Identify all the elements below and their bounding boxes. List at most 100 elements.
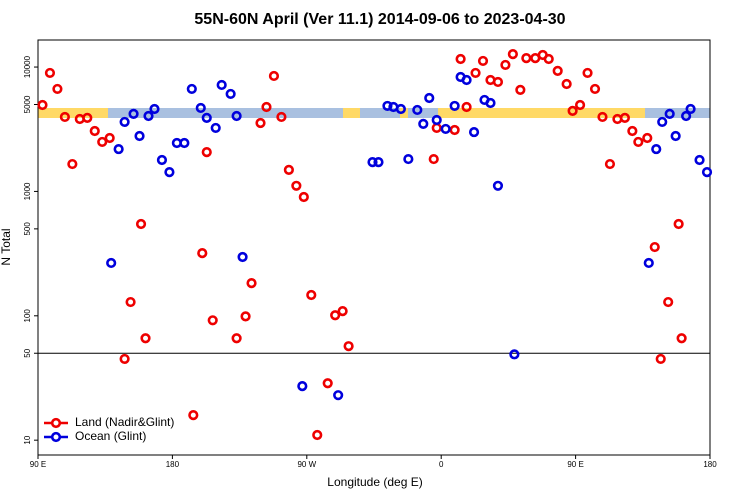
point (306, 289, 317, 301)
point (455, 53, 466, 65)
point (312, 429, 323, 441)
point (643, 257, 654, 269)
legend-label: Land (Nadir&Glint) (75, 415, 174, 429)
y-tick-label: 5000 (23, 95, 32, 113)
point (231, 110, 242, 122)
point (330, 310, 341, 321)
point (655, 353, 666, 365)
point (670, 130, 681, 142)
point (431, 122, 442, 134)
point (197, 248, 208, 259)
point (521, 53, 532, 64)
point (449, 124, 460, 136)
point (468, 126, 480, 138)
point (694, 154, 705, 166)
point (627, 125, 638, 137)
point (134, 130, 145, 142)
point (128, 108, 139, 120)
point (125, 296, 136, 308)
legend-marker (50, 431, 62, 443)
x-tick-label: 90 E (30, 460, 46, 469)
point (552, 65, 563, 77)
point (322, 378, 333, 389)
point (543, 53, 554, 65)
point (195, 102, 206, 114)
point (651, 143, 662, 155)
point (582, 67, 593, 79)
point (492, 180, 504, 191)
point (664, 108, 675, 120)
point (597, 111, 608, 123)
point (37, 99, 48, 111)
point (207, 315, 218, 326)
point (449, 100, 460, 112)
point (261, 101, 272, 113)
x-tick-label: 90 E (567, 460, 583, 469)
point (210, 122, 221, 134)
point (428, 153, 439, 165)
point (44, 67, 56, 79)
point (492, 76, 504, 88)
point (424, 92, 435, 104)
point (485, 97, 496, 109)
point (681, 110, 692, 122)
point (574, 99, 586, 111)
point (156, 154, 168, 166)
x-tick-label: 180 (166, 460, 180, 469)
point (97, 136, 108, 148)
x-tick-label: 0 (439, 460, 444, 469)
point (268, 70, 280, 82)
point (515, 84, 526, 96)
point (642, 132, 653, 144)
point (333, 390, 344, 401)
point (149, 103, 160, 115)
chart-title: 55N-60N April (Ver 11.1) 2014-09-06 to 2… (194, 11, 565, 28)
point (82, 112, 93, 124)
point (240, 311, 251, 322)
point (701, 167, 713, 178)
point (231, 333, 242, 344)
point (337, 306, 348, 317)
point (143, 110, 154, 122)
point (431, 114, 442, 126)
point (477, 55, 489, 67)
point (52, 83, 63, 95)
point (225, 88, 236, 100)
x-tick-label: 90 W (297, 460, 316, 469)
point (246, 278, 257, 289)
point (509, 349, 520, 360)
point (186, 83, 197, 95)
point (119, 116, 130, 128)
point (633, 136, 644, 148)
plot-frame (37, 39, 711, 456)
point (418, 118, 429, 130)
point (89, 125, 100, 137)
point (106, 257, 117, 269)
point (298, 191, 309, 203)
point (676, 333, 687, 344)
legend-label: Ocean (Glint) (75, 429, 146, 443)
point (657, 116, 668, 128)
point (663, 296, 674, 308)
y-tick-label: 100 (23, 309, 32, 323)
point (461, 101, 472, 113)
point (276, 111, 287, 123)
point (440, 123, 451, 135)
y-tick-label: 1000 (23, 182, 32, 200)
point (673, 218, 684, 230)
point (255, 117, 266, 129)
y-tick-label: 500 (23, 222, 32, 236)
point (507, 49, 518, 60)
point (59, 111, 70, 123)
point (685, 103, 696, 115)
point (500, 59, 511, 71)
x-axis-label: Longitude (deg E) (327, 475, 422, 489)
point (373, 157, 384, 168)
point (216, 79, 227, 91)
point (291, 180, 302, 191)
y-tick-label: 50 (23, 348, 32, 357)
point (403, 153, 414, 165)
point (395, 103, 406, 115)
point (470, 67, 481, 79)
